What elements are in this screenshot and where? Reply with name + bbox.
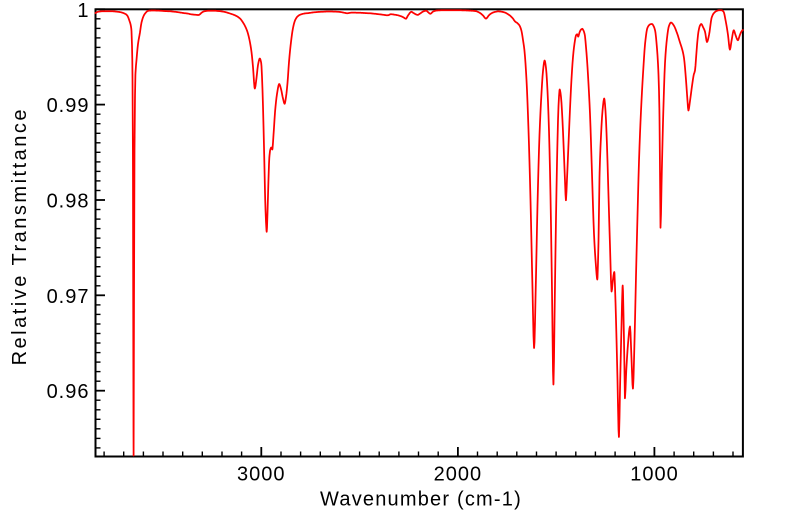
svg-text:0.98: 0.98 xyxy=(47,191,90,213)
svg-text:0.97: 0.97 xyxy=(47,286,90,308)
svg-text:3000: 3000 xyxy=(237,463,286,485)
svg-text:0.99: 0.99 xyxy=(47,95,90,117)
svg-text:1000: 1000 xyxy=(630,463,679,485)
svg-text:Relative Transmittance: Relative Transmittance xyxy=(9,107,31,365)
svg-text:2000: 2000 xyxy=(434,463,483,485)
svg-text:0.96: 0.96 xyxy=(47,381,90,403)
svg-text:1: 1 xyxy=(77,0,89,22)
svg-text:Wavenumber (cm-1): Wavenumber (cm-1) xyxy=(320,489,522,511)
